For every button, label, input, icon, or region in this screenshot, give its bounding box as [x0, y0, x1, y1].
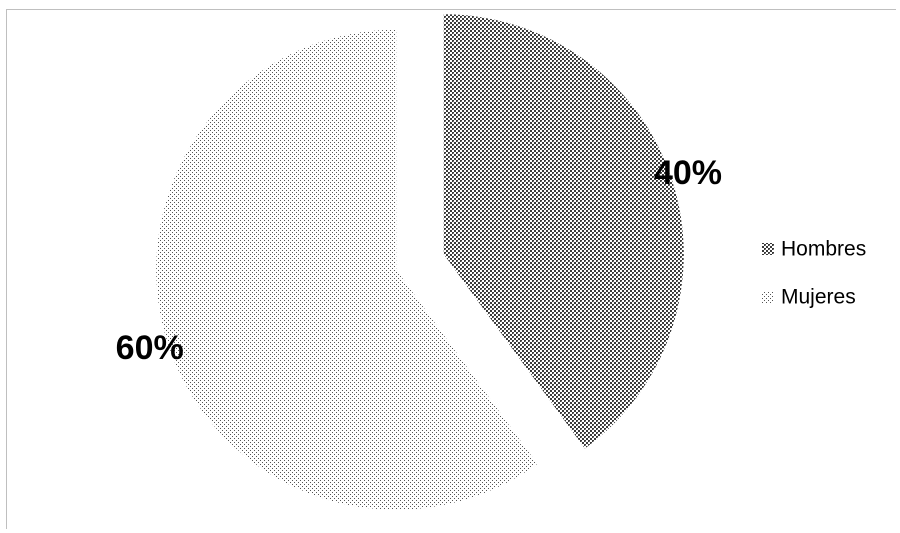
data-label-mujeres: 60%	[116, 329, 184, 367]
legend-label-hombres: Hombres	[781, 238, 866, 261]
pie-slice-mujeres	[156, 29, 538, 510]
legend-swatch-hombres	[762, 243, 774, 255]
legend: Hombres Mujeres	[762, 238, 866, 309]
legend-label-mujeres: Mujeres	[781, 286, 856, 309]
data-label-hombres: 40%	[654, 154, 722, 192]
legend-entry-mujeres: Mujeres	[762, 286, 856, 309]
chart-area	[6, 9, 896, 529]
legend-entry-hombres: Hombres	[762, 238, 866, 261]
legend-swatch-mujeres	[762, 291, 774, 303]
pie-slice-hombres	[443, 14, 684, 449]
